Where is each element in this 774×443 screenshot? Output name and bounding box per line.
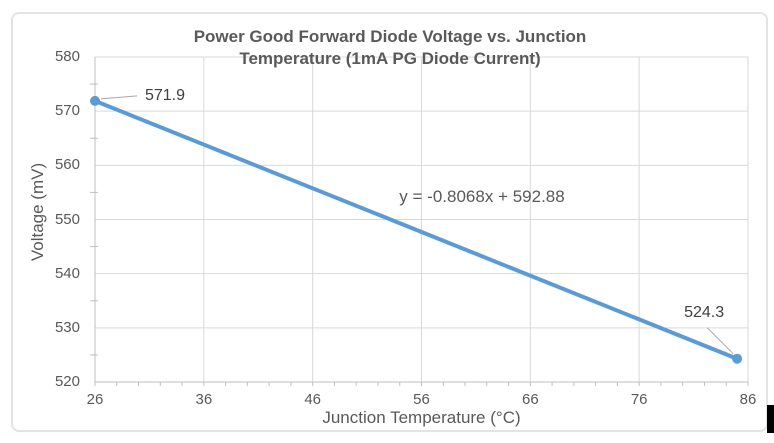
y-tick-label: 560 — [54, 156, 80, 174]
chart-title-line-1: Power Good Forward Diode Voltage vs. Jun… — [193, 27, 587, 46]
chart-frame — [11, 12, 768, 432]
x-tick-label: 36 — [195, 391, 213, 408]
chart-title-line-2: Temperature (1mA PG Diode Current) — [239, 49, 541, 68]
x-tick-label: 86 — [739, 391, 757, 408]
x-axis-title: Junction Temperature (°C) — [322, 408, 521, 427]
y-tick-label: 570 — [54, 102, 80, 120]
data-label: 524.3 — [684, 303, 725, 321]
y-tick-label: 530 — [54, 318, 80, 336]
cursor-artifact — [767, 405, 774, 433]
x-tick-label: 56 — [413, 391, 430, 408]
data-point-marker — [90, 95, 100, 106]
data-label-leader-line — [100, 95, 138, 100]
y-tick-label: 550 — [54, 210, 80, 228]
chart-title: Power Good Forward Diode Voltage vs. Jun… — [11, 26, 769, 70]
data-point-marker — [732, 353, 743, 364]
y-tick-label: 540 — [54, 264, 80, 282]
series-line — [93, 98, 740, 361]
data-label: 571.9 — [144, 86, 186, 104]
y-tick-label: 580 — [54, 48, 80, 65]
data-label-leader-line — [706, 327, 734, 355]
x-tick-label: 26 — [86, 391, 104, 408]
y-tick-label: 520 — [54, 373, 80, 390]
x-tick-label: 66 — [521, 391, 539, 408]
x-tick-label: 76 — [630, 391, 648, 408]
x-tick-label: 46 — [304, 391, 321, 408]
trendline-equation: y = -0.8068x + 592.88 — [399, 187, 565, 206]
